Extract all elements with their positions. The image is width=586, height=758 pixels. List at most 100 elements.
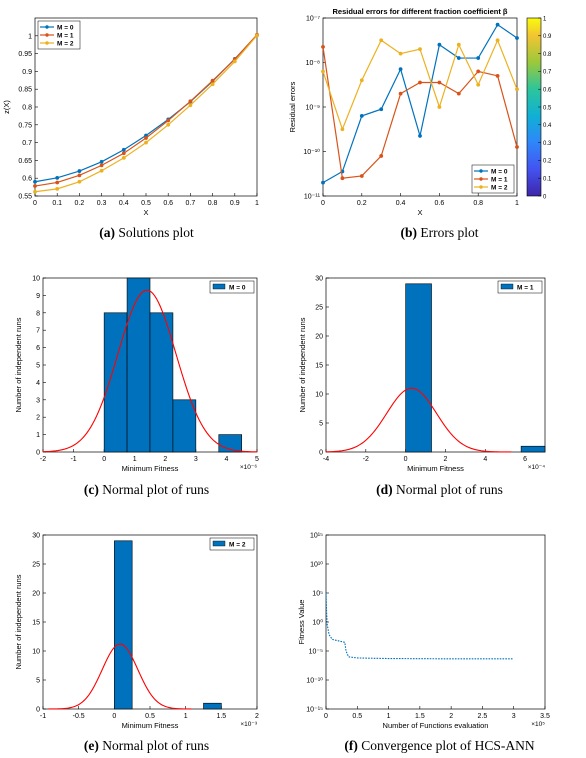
x-tick-label: 0 bbox=[324, 713, 328, 720]
x-exponent-label: ×10⁻⁶ bbox=[240, 464, 257, 471]
legend-swatch bbox=[500, 283, 514, 290]
y-tick-label: 5 bbox=[36, 678, 40, 685]
data-point bbox=[99, 168, 104, 173]
caption-e-label: (e) bbox=[83, 738, 99, 753]
caption-b: (b) Errors plot bbox=[293, 225, 586, 241]
histogram-bar bbox=[126, 277, 151, 453]
x-tick-label: 3 bbox=[194, 456, 198, 463]
y-tick-label: 10¹⁰ bbox=[310, 561, 323, 569]
y-tick-label: 0.75 bbox=[18, 122, 32, 129]
y-tick-label: 3 bbox=[36, 397, 40, 404]
data-point bbox=[121, 147, 126, 152]
data-point bbox=[166, 118, 171, 123]
data-point bbox=[515, 36, 519, 40]
x-tick-label: -2 bbox=[363, 456, 369, 463]
y-tick-label: 10 bbox=[32, 276, 40, 283]
y-tick-label: 10⁻¹⁵ bbox=[306, 707, 323, 714]
normal-fit-curve bbox=[42, 289, 258, 453]
y-tick-label: 5 bbox=[36, 363, 40, 370]
data-point bbox=[55, 186, 60, 191]
y-tick-label: 15 bbox=[315, 363, 323, 370]
data-point bbox=[99, 163, 104, 168]
histogram-bar bbox=[114, 540, 133, 710]
x-axis-label: Minimum Fitness bbox=[407, 464, 464, 473]
data-point bbox=[359, 78, 364, 83]
y-tick-label: 10⁻¹¹ bbox=[304, 194, 321, 201]
y-tick-label: 0.55 bbox=[18, 194, 32, 201]
data-point bbox=[456, 42, 461, 47]
data-point bbox=[418, 134, 422, 138]
x-tick-label: 0 bbox=[321, 200, 325, 207]
legend-label: M = 2 bbox=[491, 184, 508, 191]
y-tick-label: 10⁻⁷ bbox=[306, 16, 320, 23]
y-tick-label: 0 bbox=[319, 450, 323, 457]
data-point bbox=[188, 103, 193, 108]
data-point bbox=[188, 99, 193, 104]
legend-label: M = 1 bbox=[491, 176, 508, 183]
x-tick-label: 2 bbox=[255, 713, 259, 720]
x-tick-label: 0 bbox=[102, 456, 106, 463]
x-tick-label: 0.6 bbox=[163, 200, 173, 207]
caption-d-text: Normal plot of runs bbox=[392, 482, 503, 497]
legend-label: M = 0 bbox=[57, 24, 74, 31]
caption-c-label: (c) bbox=[83, 482, 99, 497]
x-tick-label: -4 bbox=[323, 456, 329, 463]
x-tick-label: 0.9 bbox=[230, 200, 240, 207]
y-tick-label: 30 bbox=[32, 533, 40, 540]
x-tick-label: 6 bbox=[523, 456, 527, 463]
data-point bbox=[398, 67, 403, 72]
x-tick-label: 0.4 bbox=[396, 200, 406, 207]
y-tick-label: 10⁵ bbox=[312, 591, 323, 598]
y-tick-label: 15 bbox=[32, 620, 40, 627]
y-tick-label: 4 bbox=[36, 380, 40, 387]
data-point bbox=[121, 156, 126, 160]
y-tick-label: 0 bbox=[36, 707, 40, 714]
x-tick-label: 5 bbox=[255, 456, 259, 463]
colorbar-tick-label: 0.7 bbox=[543, 70, 552, 76]
y-tick-label: 0 bbox=[36, 450, 40, 457]
histogram-bar bbox=[405, 283, 432, 453]
data-point bbox=[456, 56, 461, 60]
caption-e-text: Normal plot of runs bbox=[98, 738, 210, 753]
y-tick-label: 7 bbox=[36, 328, 40, 335]
series-line bbox=[34, 35, 258, 193]
legend-label: M = 0 bbox=[491, 168, 508, 175]
x-tick-label: 0.1 bbox=[52, 200, 62, 207]
y-tick-label: 10⁰ bbox=[312, 619, 323, 627]
data-point bbox=[437, 42, 442, 47]
legend-marker bbox=[45, 41, 49, 45]
x-tick-label: 0.4 bbox=[119, 200, 129, 207]
data-point bbox=[495, 38, 500, 43]
y-tick-label: 8 bbox=[36, 310, 40, 317]
y-tick-label: 10 bbox=[315, 392, 323, 399]
histogram-bar bbox=[149, 312, 174, 453]
convergence-line bbox=[325, 592, 514, 660]
plot-frame-f bbox=[325, 534, 546, 710]
y-tick-label: 6 bbox=[36, 345, 40, 352]
plot-frame-d bbox=[325, 277, 546, 453]
data-point bbox=[144, 136, 148, 140]
legend-marker bbox=[479, 169, 483, 173]
x-tick-label: -2 bbox=[40, 456, 46, 463]
x-axis-label: Minimum Fitness bbox=[122, 464, 179, 473]
colorbar-tick-label: 0.8 bbox=[543, 52, 552, 58]
x-exponent-label: ×10⁻³ bbox=[240, 721, 257, 728]
data-point bbox=[340, 127, 345, 132]
colorbar-tick-label: 0.2 bbox=[543, 159, 552, 165]
x-tick-label: 0.8 bbox=[208, 200, 218, 207]
x-tick-label: 1 bbox=[255, 200, 259, 207]
data-point bbox=[33, 189, 37, 194]
series-line bbox=[34, 34, 258, 183]
data-point bbox=[398, 51, 403, 56]
legend-label: M = 0 bbox=[229, 284, 246, 291]
data-point bbox=[379, 107, 384, 112]
data-point bbox=[418, 80, 422, 85]
x-tick-label: -1 bbox=[70, 456, 76, 463]
x-tick-label: 1 bbox=[184, 713, 188, 720]
data-point bbox=[418, 47, 422, 52]
caption-c-text: Normal plot of runs bbox=[98, 482, 210, 497]
normal-fit-curve bbox=[325, 387, 512, 453]
y-axis-label: Number of independent runs bbox=[14, 317, 23, 412]
data-point bbox=[495, 22, 500, 27]
